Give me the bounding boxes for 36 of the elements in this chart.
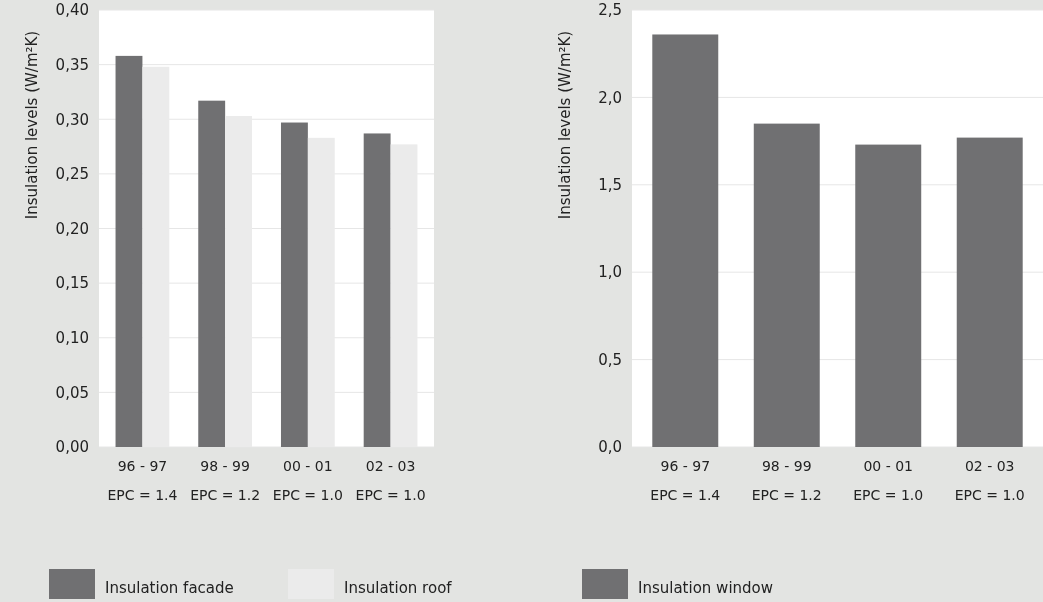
x-tick-label: 02 - 03 EPC = 1.0 — [954, 458, 1025, 503]
bar — [855, 144, 922, 447]
y-tick-label: 1,0 — [598, 263, 622, 282]
x-tick-label: 00 - 01 EPC = 1.0 — [853, 458, 924, 503]
y-tick-label: 0,15 — [55, 274, 89, 293]
y-axis-title: Insulation levels (W/m²K) — [556, 30, 574, 220]
y-tick-label: 0,5 — [598, 350, 622, 369]
x-tick-label: 02 - 03 EPC = 1.0 — [355, 458, 426, 503]
x-tick-label: 00 - 01 EPC = 1.0 — [272, 458, 343, 503]
bar — [363, 133, 391, 447]
y-axis-title: Insulation levels (W/m²K) — [23, 30, 41, 220]
bar — [115, 55, 143, 447]
x-tick-label: 98 - 99 EPC = 1.2 — [190, 458, 261, 503]
y-tick-label: 0,10 — [55, 329, 89, 347]
y-tick-label: 0,0 — [598, 438, 622, 457]
bar — [652, 34, 719, 447]
y-tick-label: 0,30 — [55, 110, 89, 129]
x-tick-label: 96 - 97 EPC = 1.4 — [107, 458, 178, 503]
y-tick-label: 0,05 — [55, 383, 89, 402]
y-tick-label: 1,5 — [598, 176, 622, 195]
y-tick-label: 0,25 — [55, 165, 89, 184]
y-tick-label: 0,20 — [55, 219, 89, 238]
x-tick-label: 96 - 97 EPC = 1.4 — [650, 458, 721, 503]
bar — [280, 122, 308, 447]
x-tick-label: 98 - 99 EPC = 1.2 — [751, 458, 822, 503]
legend-label: Insulation facade — [105, 579, 234, 597]
y-tick-label: 0,35 — [55, 55, 89, 74]
legend-label: Insulation window — [638, 579, 774, 597]
y-tick-label: 2,0 — [598, 88, 622, 107]
bar — [198, 100, 226, 447]
y-tick-label: 0,40 — [55, 1, 89, 20]
y-tick-label: 2,5 — [598, 1, 622, 20]
y-tick-label: 0,00 — [55, 438, 89, 457]
bar — [956, 137, 1023, 447]
bar — [753, 123, 820, 447]
legend-label: Insulation roof — [344, 579, 453, 597]
